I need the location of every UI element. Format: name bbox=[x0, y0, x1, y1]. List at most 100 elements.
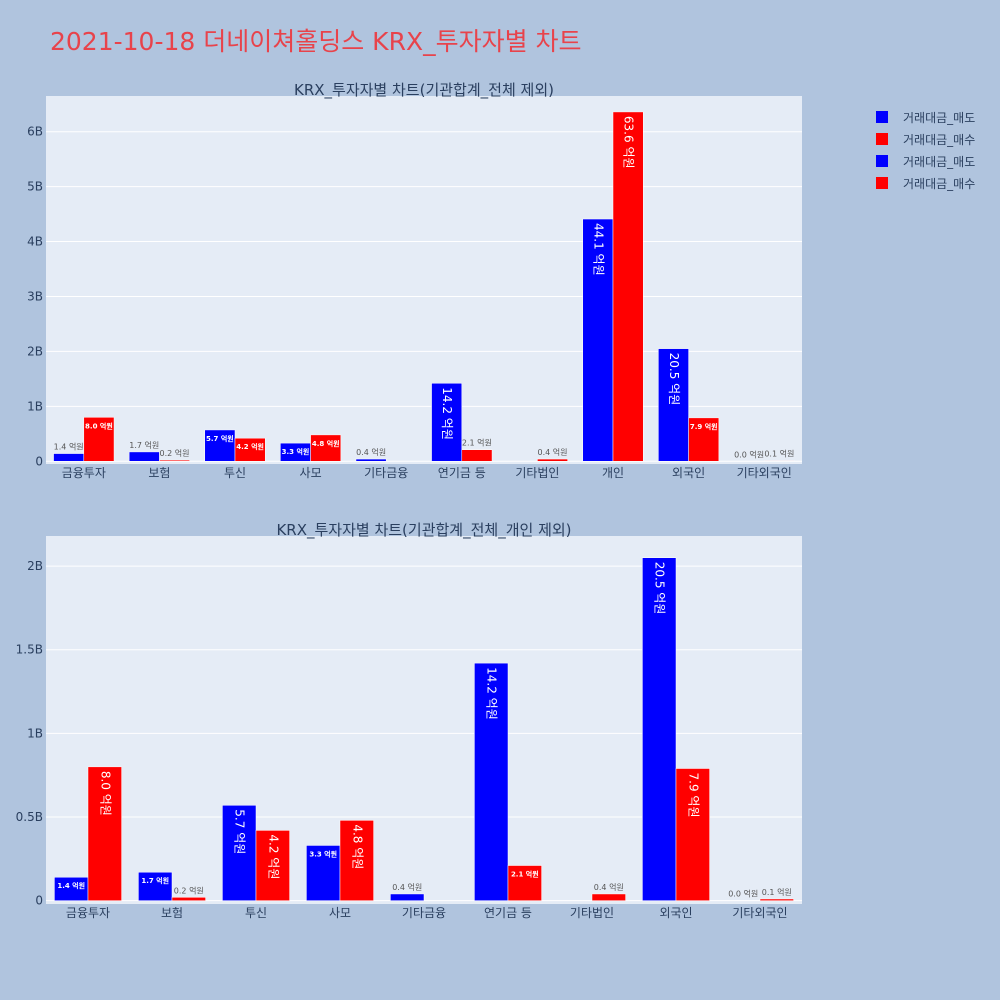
legend-swatch-sell bbox=[876, 155, 888, 167]
y-tick-label: 5B bbox=[27, 180, 43, 194]
data-label: 14.2 억원 bbox=[440, 387, 454, 440]
chart-title: KRX_투자자별 차트(기관합계_전체_개인 제외) bbox=[276, 521, 571, 540]
bar bbox=[128, 451, 160, 462]
bar bbox=[612, 111, 644, 462]
y-tick-label: 4B bbox=[27, 235, 43, 249]
bar bbox=[83, 417, 115, 462]
data-label: 44.1 억원 bbox=[591, 223, 605, 276]
bar bbox=[688, 417, 720, 462]
legend-label-buy: 거래대금_매수 bbox=[903, 176, 976, 191]
legend-swatch-buy bbox=[876, 133, 888, 145]
data-label: 1.7 억원 bbox=[129, 440, 159, 450]
legend: 거래대금_매도 거래대금_매수 거래대금_매도 거래대금_매수 bbox=[876, 106, 975, 194]
legend-item-buy[interactable]: 거래대금_매수 bbox=[876, 172, 975, 194]
bar bbox=[675, 768, 710, 901]
bar bbox=[582, 218, 614, 462]
x-tick-label: 외국인 bbox=[659, 906, 692, 920]
data-label: 4.8 억원 bbox=[350, 824, 364, 869]
x-tick-label: 금융투자 bbox=[62, 466, 106, 480]
data-label: 3.3 억원 bbox=[309, 849, 337, 858]
data-label: 0.4 억원 bbox=[594, 882, 624, 892]
bar bbox=[310, 434, 342, 462]
data-label: 63.6 억원 bbox=[622, 116, 636, 169]
x-tick-label: 기타외국인 bbox=[737, 466, 792, 480]
data-label: 8.0 억원 bbox=[98, 771, 112, 816]
bar bbox=[87, 766, 122, 901]
data-label: 3.3 억원 bbox=[282, 447, 310, 456]
x-tick-label: 연기금 등 bbox=[438, 466, 486, 480]
chart-1: 0 1B 2B 3B 4B 5B 6B KRX_투자자별 차트(기관합계_전체 제외) 금융투자… bbox=[27, 81, 802, 480]
bar bbox=[306, 845, 341, 901]
y-tick-label: 2B bbox=[27, 344, 43, 358]
y-tick-label: 3B bbox=[27, 289, 43, 303]
x-tick-label: 보험 bbox=[148, 466, 170, 480]
data-label: 5.7 억원 bbox=[233, 809, 247, 854]
y-tick-label: 0 bbox=[35, 454, 43, 468]
x-tick-label: 외국인 bbox=[672, 466, 705, 480]
legend-label-sell: 거래대금_매도 bbox=[903, 154, 976, 169]
bar bbox=[507, 865, 542, 901]
bar bbox=[642, 557, 677, 901]
data-label: 4.2 억원 bbox=[266, 834, 280, 879]
data-label: 0.4 억원 bbox=[356, 447, 386, 457]
bar bbox=[431, 383, 463, 462]
bar bbox=[390, 893, 425, 901]
y-tick-label: 0 bbox=[35, 894, 43, 908]
bar bbox=[759, 898, 794, 901]
data-label: 0.4 억원 bbox=[538, 447, 568, 457]
x-tick-label: 개인 bbox=[602, 466, 624, 480]
x-tick-label: 기타법인 bbox=[570, 906, 614, 920]
data-label: 5.7 억원 bbox=[206, 434, 234, 443]
data-label: 0.4 억원 bbox=[392, 882, 422, 892]
data-label: 14.2 억원 bbox=[485, 667, 499, 720]
y-tick-label: 6B bbox=[27, 125, 43, 139]
legend-item-sell[interactable]: 거래대금_매도 bbox=[876, 106, 975, 128]
x-tick-label: 보험 bbox=[161, 906, 183, 920]
x-tick-label: 기타법인 bbox=[515, 466, 559, 480]
bar bbox=[222, 805, 257, 901]
bar bbox=[461, 449, 493, 462]
bar bbox=[537, 458, 568, 462]
legend-item-buy[interactable]: 거래대금_매수 bbox=[876, 128, 975, 150]
data-label: 0.0 억원 bbox=[728, 889, 758, 899]
x-tick-label: 투신 bbox=[224, 466, 246, 480]
bar bbox=[204, 429, 236, 462]
data-label: 0.1 억원 bbox=[764, 449, 794, 459]
y-tick-label: 0.5B bbox=[16, 810, 43, 824]
bar bbox=[138, 871, 173, 901]
page-title: 2021-10-18 더네이쳐홀딩스 KRX_투자자별 차트 bbox=[50, 27, 582, 56]
legend-item-sell[interactable]: 거래대금_매도 bbox=[876, 150, 975, 172]
x-tick-label: 투신 bbox=[245, 906, 267, 920]
x-tick-label: 사모 bbox=[329, 906, 351, 920]
data-label: 20.5 억원 bbox=[667, 353, 681, 406]
legend-label-sell: 거래대금_매도 bbox=[903, 110, 976, 125]
legend-swatch-buy bbox=[876, 177, 888, 189]
x-tick-label: 연기금 등 bbox=[484, 906, 532, 920]
y-tick-label: 1B bbox=[27, 726, 43, 740]
x-tick-label: 기타금융 bbox=[402, 906, 446, 920]
bar bbox=[53, 453, 85, 462]
bar bbox=[355, 458, 387, 462]
data-label: 8.0 억원 bbox=[85, 421, 113, 430]
chart-2: 0 0.5B 1B 1.5B 2B KRX_투자자별 차트(기관합계_전체_개인 제외) 금… bbox=[16, 521, 802, 920]
bar bbox=[255, 830, 290, 901]
bar bbox=[658, 348, 689, 462]
bar bbox=[763, 460, 795, 462]
legend-label-buy: 거래대금_매수 bbox=[903, 132, 976, 147]
x-tick-label: 기타금융 bbox=[364, 466, 408, 480]
bar bbox=[474, 662, 509, 901]
data-label: 0.1 억원 bbox=[762, 887, 792, 897]
y-tick-label: 1.5B bbox=[16, 643, 43, 657]
data-label: 7.9 억원 bbox=[686, 773, 700, 818]
x-tick-label: 금융투자 bbox=[66, 906, 110, 920]
data-label: 0.2 억원 bbox=[174, 885, 204, 895]
data-label: 1.4 억원 bbox=[57, 881, 85, 890]
data-label: 4.8 억원 bbox=[312, 439, 340, 448]
legend-swatch-sell bbox=[876, 111, 888, 123]
y-tick-label: 2B bbox=[27, 559, 43, 573]
data-label: 0.2 억원 bbox=[160, 448, 190, 458]
x-tick-label: 사모 bbox=[300, 466, 322, 480]
bar bbox=[159, 459, 190, 462]
data-label: 1.4 억원 bbox=[54, 442, 84, 452]
